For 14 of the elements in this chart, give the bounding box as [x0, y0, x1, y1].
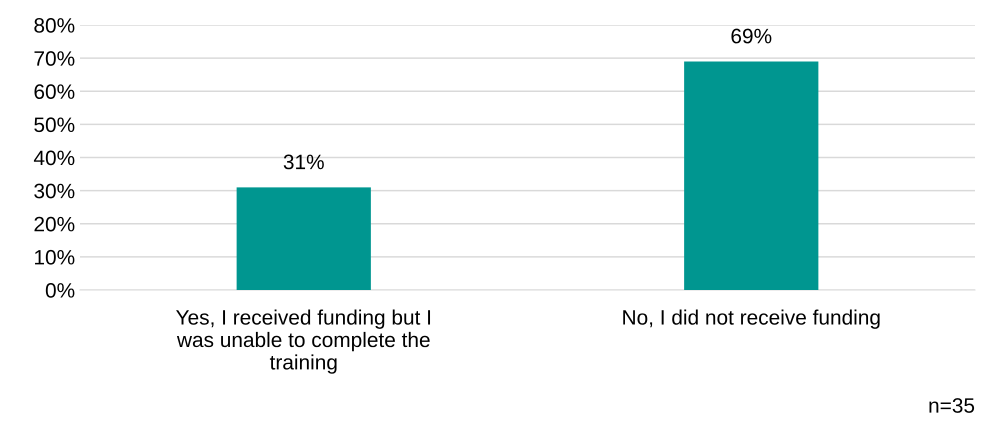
data-label: 31%	[284, 154, 324, 170]
data-label: 69%	[731, 28, 772, 44]
y-tick-label: 30%	[34, 184, 74, 198]
text: n=35	[929, 398, 974, 413]
y-tick-label: 10%	[35, 250, 74, 265]
x-tick-label: No, I did not receive funding	[623, 309, 880, 329]
y-tick-label: 0%	[46, 283, 74, 298]
y-tick-label: 60%	[34, 84, 74, 100]
x-tick-label: Yes, I received funding but I was unable to complete the training	[176, 309, 430, 374]
y-tick-label: 40%	[34, 150, 74, 166]
y-tick-label: 20%	[34, 216, 74, 232]
y-tick-label: 50%	[34, 117, 74, 132]
y-tick-label: 80%	[34, 18, 74, 33]
y-tick-label: 70%	[34, 51, 74, 66]
